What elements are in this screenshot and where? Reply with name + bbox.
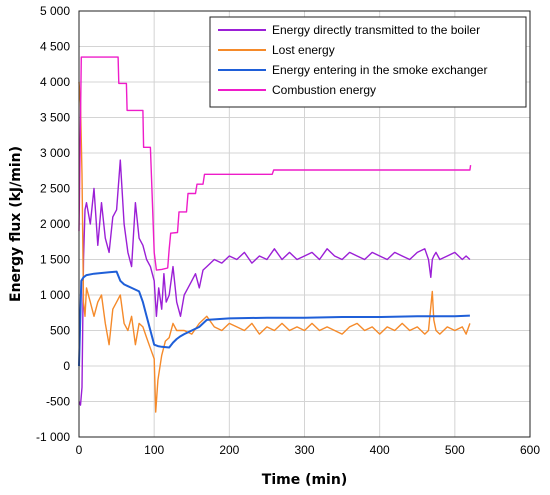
legend-label: Combustion energy	[272, 83, 376, 97]
y-axis-label: Energy flux (kJ/min)	[8, 146, 24, 302]
x-tick-label: 400	[370, 443, 390, 457]
series-line-lost-energy	[78, 81, 471, 413]
legend-label: Lost energy	[272, 43, 335, 57]
x-axis-label: Time (min)	[262, 472, 347, 488]
x-tick-label: 100	[144, 443, 164, 457]
y-tick-label: 2 500	[40, 182, 70, 196]
y-tick-label: -500	[46, 395, 70, 409]
legend: Energy directly transmitted to the boile…	[209, 16, 527, 108]
legend-label: Energy entering in the smoke exchanger	[272, 63, 487, 77]
series-line-combustion-energy	[78, 56, 472, 271]
y-tick-label: 5 000	[40, 4, 70, 18]
x-tick-label: 500	[445, 443, 465, 457]
legend-box	[209, 16, 527, 108]
y-tick-label: 0	[63, 359, 70, 373]
x-tick-label: 600	[520, 443, 540, 457]
y-tick-label: 1 500	[40, 253, 70, 267]
y-tick-label: 3 000	[40, 146, 70, 160]
series-layer	[78, 56, 472, 413]
y-tick-label: 4 000	[40, 75, 70, 89]
y-tick-label: 3 500	[40, 111, 70, 125]
series-line-energy-directly-transmitted-to-the-boiler	[78, 159, 471, 406]
y-tick-label: 500	[50, 324, 70, 338]
x-tick-label: 300	[294, 443, 314, 457]
legend-label: Energy directly transmitted to the boile…	[272, 23, 480, 37]
y-tick-label: 2 000	[40, 217, 70, 231]
plot-area-border	[78, 10, 531, 438]
axis-ticks: 0 100 200 300 400 500 600 -1 000 -500 0 500 1 000 1 …	[36, 4, 540, 457]
series-line-energy-entering-in-the-smoke-exchanger	[78, 270, 470, 367]
x-tick-label: 0	[76, 443, 83, 457]
y-tick-label: 1 000	[40, 288, 70, 302]
y-tick-label: 4 500	[40, 40, 70, 54]
x-tick-label: 200	[219, 443, 239, 457]
y-tick-label: -1 000	[36, 430, 70, 444]
